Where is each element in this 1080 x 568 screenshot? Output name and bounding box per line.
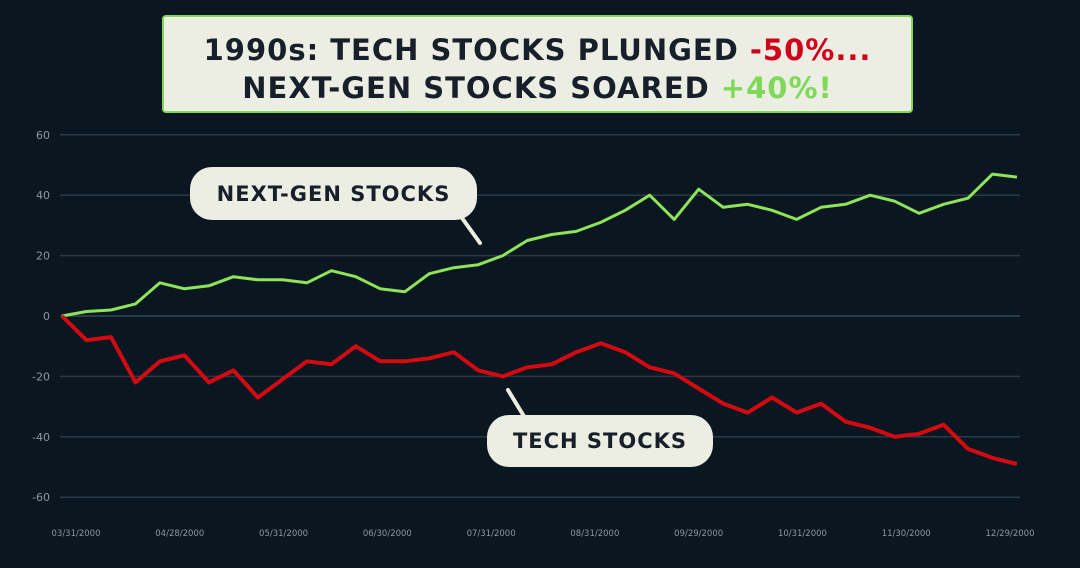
y-tick-label: -60 <box>32 491 50 504</box>
title-line-1-text: 1990s: TECH STOCKS PLUNGED <box>203 33 750 67</box>
x-tick-label: 06/30/2000 <box>363 529 412 539</box>
tech-callout-pointer <box>506 388 527 420</box>
next-gen-callout-pointer <box>460 216 482 245</box>
title-line-1: 1990s: TECH STOCKS PLUNGED -50%... <box>164 31 911 69</box>
tech-change-highlight: -50%... <box>749 33 872 67</box>
y-tick-label: -20 <box>32 370 50 383</box>
x-tick-label: 04/28/2000 <box>155 529 204 539</box>
y-tick-label: 60 <box>36 129 50 142</box>
x-tick-label: 07/31/2000 <box>467 529 516 539</box>
next-gen-change-highlight: +40%! <box>720 71 833 105</box>
x-tick-label: 09/29/2000 <box>674 529 723 539</box>
chart-title: 1990s: TECH STOCKS PLUNGED -50%... NEXT-… <box>162 15 913 113</box>
x-tick-label: 05/31/2000 <box>259 529 308 539</box>
tech-callout: TECH STOCKS <box>487 415 713 467</box>
x-tick-label: 11/30/2000 <box>882 529 931 539</box>
x-tick-label: 03/31/2000 <box>52 529 101 539</box>
x-tick-label: 12/29/2000 <box>986 529 1035 539</box>
title-line-2: NEXT-GEN STOCKS SOARED +40%! <box>164 69 911 107</box>
next-gen-callout: NEXT-GEN STOCKS <box>190 167 477 220</box>
y-tick-label: 20 <box>36 250 50 263</box>
tech-stocks-line <box>60 314 1018 466</box>
y-tick-label: -40 <box>32 431 50 444</box>
x-tick-label: 08/31/2000 <box>570 529 619 539</box>
y-tick-label: 0 <box>43 310 50 323</box>
x-tick-label: 10/31/2000 <box>778 529 827 539</box>
y-tick-label: 40 <box>36 189 50 202</box>
next-gen-stocks-line <box>61 172 1018 318</box>
title-line-2-text: NEXT-GEN STOCKS SOARED <box>242 71 721 105</box>
